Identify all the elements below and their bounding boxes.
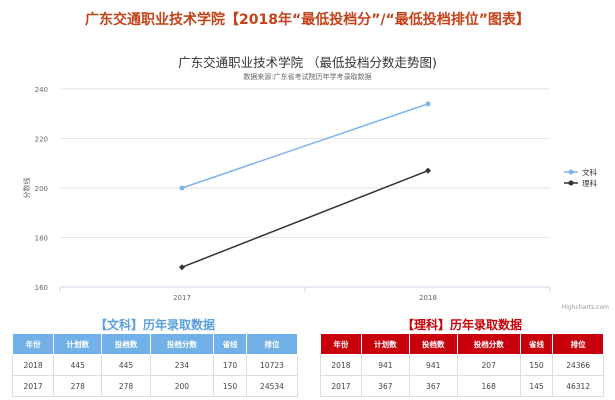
- wenke-table-title: 【文科】历年录取数据: [94, 318, 215, 332]
- chart-credit[interactable]: Highcharts.com: [561, 304, 609, 311]
- column-header: 年份: [320, 333, 362, 355]
- legend-item: 理科: [582, 178, 597, 188]
- table-cell: 367: [360, 375, 410, 397]
- like-table-title: 【理科】历年录取数据: [401, 318, 522, 332]
- table-cell: 168: [456, 375, 521, 397]
- y-tick-label: 180: [35, 235, 48, 243]
- table-cell: 150: [519, 354, 554, 376]
- table-cell: 145: [519, 375, 554, 397]
- table-cell: 46312: [552, 375, 604, 397]
- series-line-0: [181, 103, 429, 189]
- column-header: 年份: [11, 333, 55, 355]
- table-header-row: 年份 计划数 投档数 投档分数 省线 排位: [11, 333, 299, 355]
- column-header: 投档数: [408, 333, 458, 355]
- like-table: 年份 计划数 投档数 投档分数 省线 排位 2018 941 941 207 150 24366 201…: [320, 333, 604, 397]
- table-cell: 2017: [11, 375, 55, 397]
- table-cell: 234: [149, 354, 215, 376]
- wenke-table: 年份 计划数 投档数 投档分数 省线 排位 2018 445 445 234 170 10723 201…: [11, 333, 299, 397]
- column-header: 省线: [519, 333, 554, 355]
- x-tick-label: 2018: [419, 294, 437, 302]
- table-cell: 2018: [11, 354, 55, 376]
- y-tick-label: 200: [35, 185, 48, 193]
- series-line-1: [181, 169, 429, 268]
- table-cell: 2018: [320, 354, 362, 376]
- column-header: 计划数: [360, 333, 410, 355]
- chart-title: 广东交通职业技术学院 （最低投档分数走势图): [178, 55, 437, 70]
- table-cell: 170: [213, 354, 247, 376]
- table-cell: 445: [53, 354, 103, 376]
- table-cell: 2017: [320, 375, 362, 397]
- column-header: 投档分数: [149, 333, 215, 355]
- chart-subtitle: 数据来源:广东省考试院历年学考录取数据: [243, 73, 372, 81]
- column-header: 排位: [245, 333, 299, 355]
- x-tick-label: 2017: [173, 294, 191, 302]
- data-point: [179, 185, 185, 191]
- table-row: 2018 941 941 207 150 24366: [320, 354, 604, 376]
- table-cell: 10723: [245, 354, 299, 376]
- column-header: 排位: [552, 333, 604, 355]
- table-cell: 445: [101, 354, 151, 376]
- table-row: 2017 278 278 200 150 24534: [11, 375, 299, 397]
- y-tick-label: 240: [35, 86, 48, 94]
- data-point: [179, 264, 185, 271]
- legend-item: 文科: [582, 167, 597, 177]
- legend-marker: [568, 169, 574, 175]
- y-axis-label: 分数线: [22, 178, 31, 199]
- table-row: 2018 445 445 234 170 10723: [11, 354, 299, 376]
- data-point: [425, 101, 431, 107]
- y-tick-label: 220: [35, 136, 48, 144]
- table-cell: 150: [213, 375, 247, 397]
- table-cell: 367: [408, 375, 458, 397]
- column-header: 省线: [213, 333, 247, 355]
- table-cell: 941: [360, 354, 410, 376]
- table-cell: 941: [408, 354, 458, 376]
- y-tick-label: 160: [35, 284, 48, 292]
- legend-marker: [568, 180, 574, 186]
- data-point: [425, 167, 431, 174]
- table-cell: 278: [101, 375, 151, 397]
- column-header: 计划数: [53, 333, 103, 355]
- page-title: 广东交通职业技术学院【2018年“最低投档分”/“最低投档排位”图表】: [85, 12, 530, 28]
- table-row: 2017 367 367 168 145 46312: [320, 375, 604, 397]
- column-header: 投档数: [101, 333, 151, 355]
- column-header: 投档分数: [456, 333, 521, 355]
- table-cell: 24366: [552, 354, 604, 376]
- table-cell: 200: [149, 375, 215, 397]
- table-cell: 278: [53, 375, 103, 397]
- table-header-row: 年份 计划数 投档数 投档分数 省线 排位: [320, 333, 604, 355]
- table-cell: 207: [456, 354, 521, 376]
- table-cell: 24534: [245, 375, 299, 397]
